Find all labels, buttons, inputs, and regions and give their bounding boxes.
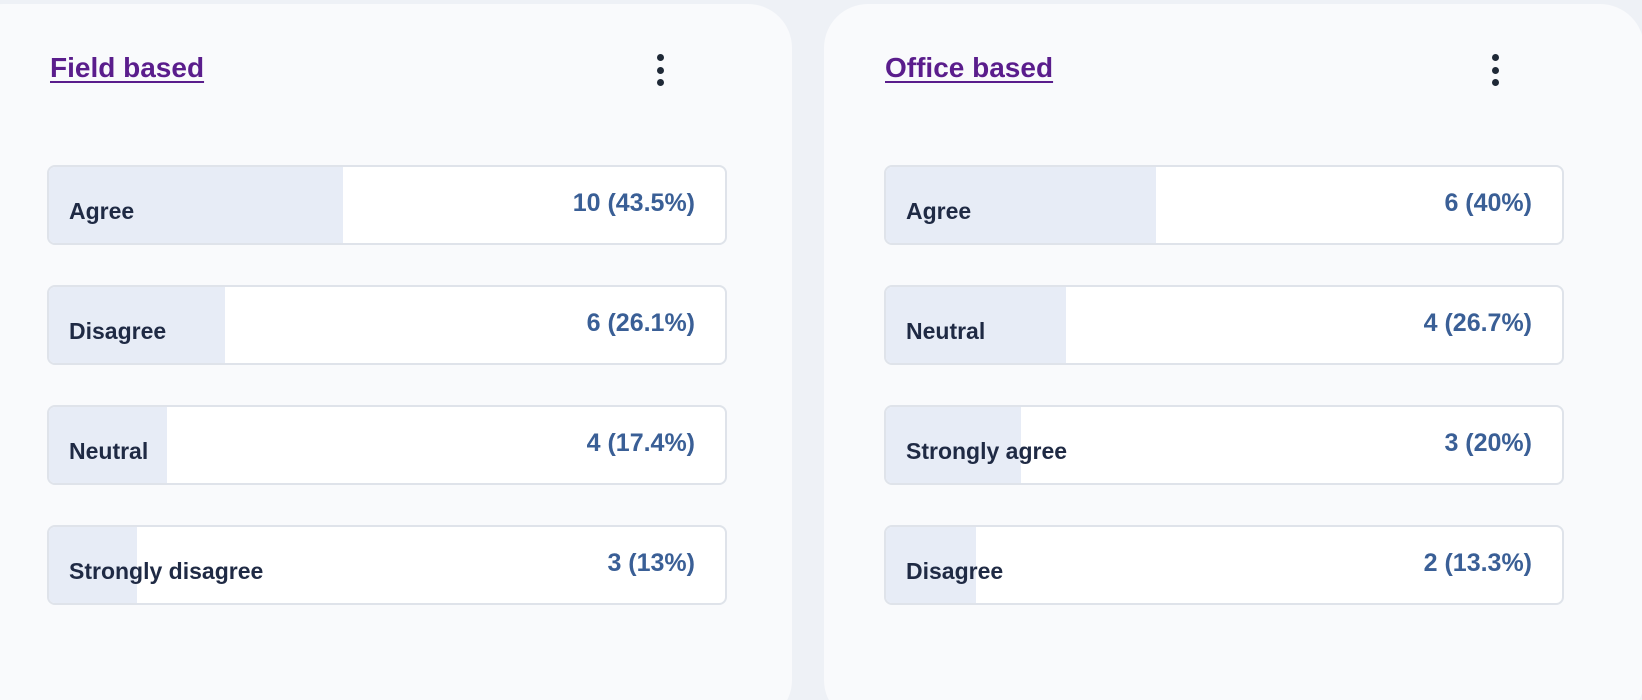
panel-field-based: Field based Agree 10 (43.5%) Disagree 6 … <box>0 4 792 700</box>
response-bar: Strongly agree 3 (20%) <box>884 405 1564 485</box>
response-label: Agree <box>906 198 972 224</box>
response-bar: Strongly disagree 3 (13%) <box>47 525 727 605</box>
panel-title-link[interactable]: Field based <box>50 52 205 83</box>
response-bar-list: Agree 6 (40%) Neutral 4 (26.7%) Strongly… <box>884 165 1564 645</box>
response-label: Disagree <box>906 558 1004 584</box>
response-label: Agree <box>69 198 135 224</box>
response-label: Strongly agree <box>906 438 1068 464</box>
bar-fill <box>49 167 344 243</box>
response-bar: Agree 6 (40%) <box>884 165 1564 245</box>
response-bar: Disagree 6 (26.1%) <box>47 285 727 365</box>
response-count: 10 (43.5%) <box>572 189 695 217</box>
response-bar: Disagree 2 (13.3%) <box>884 525 1564 605</box>
bar-fill <box>886 287 1067 363</box>
response-count: 6 (40%) <box>1444 189 1532 217</box>
bar-fill <box>886 407 1022 483</box>
response-label: Strongly disagree <box>69 558 264 584</box>
response-bar: Neutral 4 (26.7%) <box>884 285 1564 365</box>
panel-title-link[interactable]: Office based <box>885 52 1054 83</box>
response-count: 4 (17.4%) <box>586 429 695 457</box>
response-count: 4 (26.7%) <box>1423 309 1532 337</box>
more-vertical-icon[interactable] <box>1481 50 1509 90</box>
response-label: Neutral <box>906 318 986 344</box>
response-count: 2 (13.3%) <box>1423 549 1532 577</box>
response-bar: Agree 10 (43.5%) <box>47 165 727 245</box>
bar-fill <box>49 527 137 603</box>
response-bar-list: Agree 10 (43.5%) Disagree 6 (26.1%) Neut… <box>47 165 727 645</box>
bar-fill <box>49 287 226 363</box>
response-count: 3 (20%) <box>1444 429 1532 457</box>
bar-fill <box>49 407 167 483</box>
panel-office-based: Office based Agree 6 (40%) Neutral 4 (26… <box>824 4 1642 700</box>
response-count: 6 (26.1%) <box>586 309 695 337</box>
bar-fill <box>886 167 1157 243</box>
more-vertical-icon[interactable] <box>646 50 674 90</box>
response-bar: Neutral 4 (17.4%) <box>47 405 727 485</box>
response-count: 3 (13%) <box>607 549 695 577</box>
bar-fill <box>886 527 976 603</box>
response-label: Neutral <box>69 438 149 464</box>
response-label: Disagree <box>69 318 167 344</box>
